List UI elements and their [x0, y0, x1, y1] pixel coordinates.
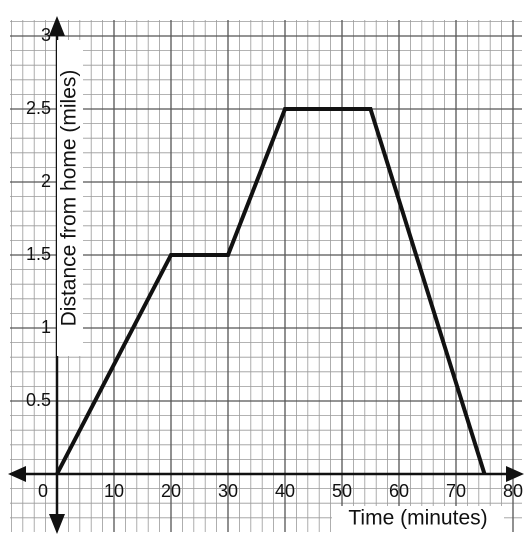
x-tick-label: 20 [161, 481, 181, 501]
x-tick-label: 80 [503, 481, 523, 501]
labels: Time (minutes) Distance from home (miles… [26, 25, 523, 532]
arrow [49, 514, 65, 534]
x-tick-label: 40 [275, 481, 295, 501]
x-tick-label: 30 [218, 481, 238, 501]
arrow [8, 466, 26, 482]
y-tick-label: 1 [41, 317, 51, 337]
y-tick-label: 1.5 [26, 244, 51, 264]
x-axis-label: Time (minutes) [348, 507, 487, 530]
y-tick-label: 2 [41, 171, 51, 191]
x-tick-label: 60 [389, 481, 409, 501]
x-tick-label: 0 [38, 481, 48, 501]
y-label-bg [57, 40, 83, 356]
arrow [506, 466, 524, 482]
y-tick-label: 0.5 [26, 390, 51, 410]
x-label-bg [332, 506, 504, 532]
x-tick-label: 10 [104, 481, 124, 501]
y-tick-label: 3 [41, 25, 51, 45]
x-tick-label: 70 [446, 481, 466, 501]
marks [55, 107, 487, 475]
y-tick-label: 2.5 [26, 98, 51, 118]
major-grid [10, 20, 522, 532]
data-line [55, 107, 487, 475]
x-tick-label: 50 [332, 481, 352, 501]
y-axis-label: Distance from home (miles) [58, 70, 81, 327]
arrow [49, 16, 65, 36]
axes [8, 16, 524, 534]
minor-grid [10, 20, 522, 532]
